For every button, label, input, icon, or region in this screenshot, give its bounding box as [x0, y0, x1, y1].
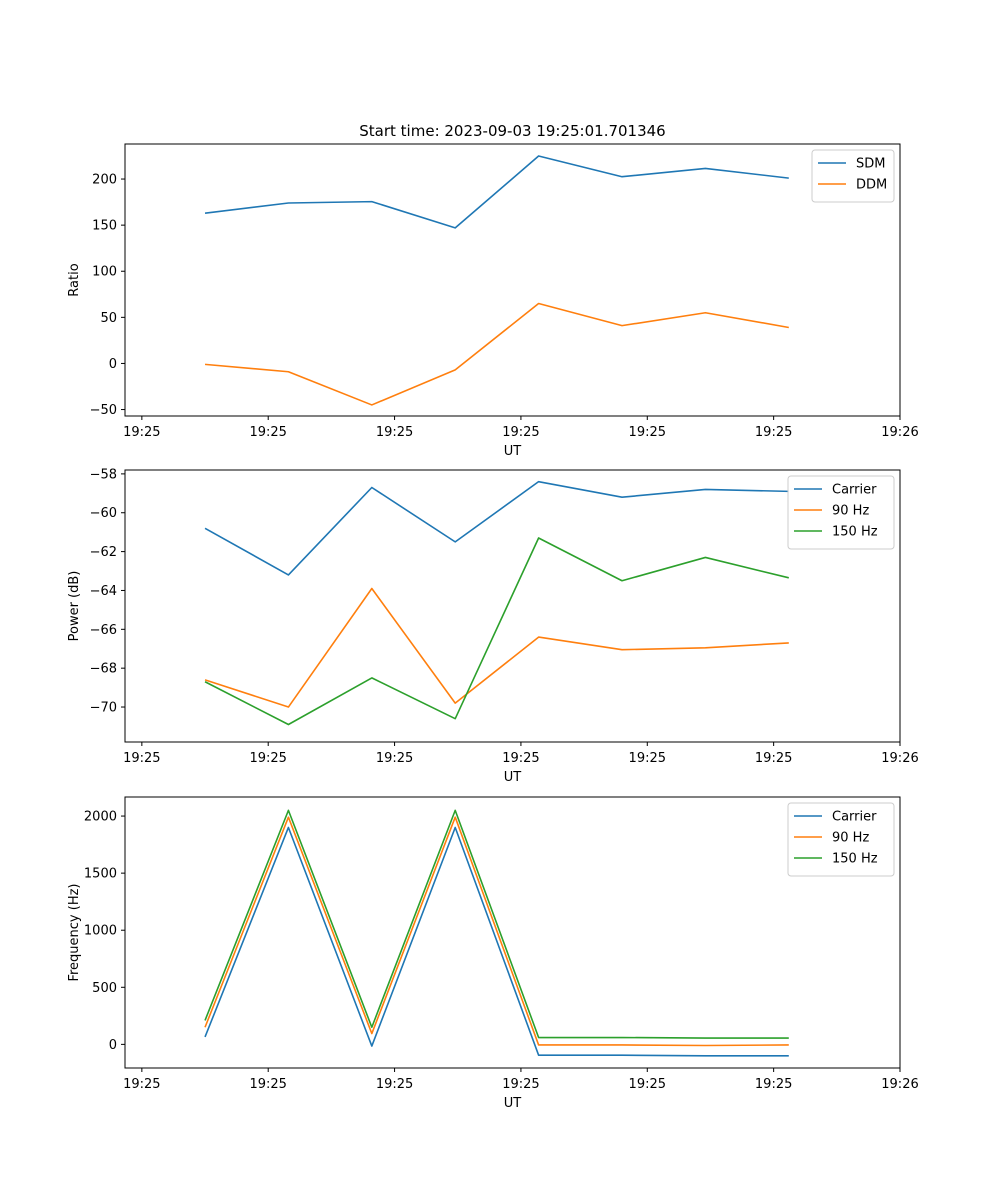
- y-tick-label: −64: [90, 584, 117, 599]
- series-line-90-hz: [204, 816, 789, 1047]
- x-tick-label: 19:25: [755, 425, 792, 440]
- legend-label: 90 Hz: [832, 504, 869, 519]
- x-tick-label: 19:25: [249, 751, 286, 766]
- y-tick-label: −50: [90, 403, 117, 418]
- axes-frame: [124, 796, 901, 1069]
- series-line-150-hz: [204, 809, 789, 1039]
- x-tick-label: 19:25: [249, 1077, 286, 1092]
- legend-label: SDM: [856, 157, 885, 172]
- series-line-ddm: [204, 302, 789, 406]
- legend: Carrier 90 Hz 150 Hz: [787, 475, 895, 550]
- x-tick-label: 19:25: [755, 1077, 792, 1092]
- x-tick-label: 19:26: [881, 751, 918, 766]
- subplots: 19:25 19:25 19:25 19:25 19:25 19:25 19:26 −50 0 5…: [67, 143, 919, 1111]
- y-tick-label: −58: [90, 467, 117, 482]
- axes-frame: [124, 143, 901, 417]
- y-axis-label: Power (dB): [67, 571, 82, 642]
- subplot-1: 19:25 19:25 19:25 19:25 19:25 19:25 19:26 −50 0 5…: [67, 143, 919, 459]
- y-tick-label: 0: [109, 1038, 117, 1053]
- series-line-carrier: [204, 826, 789, 1057]
- y-tick-label: −66: [90, 623, 117, 638]
- x-tick-label: 19:25: [123, 425, 160, 440]
- y-tick-label: 500: [92, 981, 117, 996]
- x-axis-label: UT: [504, 444, 522, 459]
- x-tick-label: 19:25: [629, 751, 666, 766]
- x-tick-label: 19:25: [629, 425, 666, 440]
- x-tick-label: 19:26: [881, 1077, 918, 1092]
- x-tick-label: 19:26: [881, 425, 918, 440]
- y-axis-label: Frequency (Hz): [67, 883, 82, 981]
- legend-label: Carrier: [832, 483, 877, 498]
- y-tick-label: 50: [100, 311, 117, 326]
- y-tick-label: 200: [92, 173, 117, 188]
- x-tick-label: 19:25: [502, 425, 539, 440]
- y-axis-label: Ratio: [67, 263, 82, 296]
- subplot-2: 19:25 19:25 19:25 19:25 19:25 19:25 19:26 −70 −6…: [67, 467, 919, 785]
- series-line-carrier: [204, 480, 789, 576]
- x-tick-label: 19:25: [376, 425, 413, 440]
- y-tick-label: −62: [90, 545, 117, 560]
- legend: Carrier 90 Hz 150 Hz: [787, 802, 895, 877]
- y-tick-label: 1500: [84, 867, 117, 882]
- x-tick-label: 19:25: [502, 1077, 539, 1092]
- y-tick-label: 1000: [84, 924, 117, 939]
- series-line-150-hz: [204, 537, 789, 726]
- legend-label: DDM: [856, 178, 887, 193]
- legend-label: 150 Hz: [832, 852, 878, 867]
- x-tick-label: 19:25: [629, 1077, 666, 1092]
- x-tick-label: 19:25: [123, 1077, 160, 1092]
- legend-label: Carrier: [832, 810, 877, 825]
- x-axis-label: UT: [504, 1096, 522, 1111]
- x-tick-label: 19:25: [249, 425, 286, 440]
- y-tick-label: −60: [90, 506, 117, 521]
- series-line-sdm: [204, 155, 789, 229]
- legend-label: 90 Hz: [832, 831, 869, 846]
- legend: SDM DDM: [811, 149, 895, 203]
- y-tick-label: 2000: [84, 810, 117, 825]
- y-tick-label: −70: [90, 701, 117, 716]
- subplot-3: 19:25 19:25 19:25 19:25 19:25 19:25 19:26 0 500 1…: [67, 796, 919, 1111]
- series-line-90-hz: [204, 587, 789, 708]
- x-tick-label: 19:25: [123, 751, 160, 766]
- legend-label: 150 Hz: [832, 525, 878, 540]
- x-axis-label: UT: [504, 770, 522, 785]
- y-tick-label: 100: [92, 265, 117, 280]
- figure-title: Start time: 2023-09-03 19:25:01.701346: [359, 122, 665, 140]
- x-tick-label: 19:25: [755, 751, 792, 766]
- axes-frame: [124, 469, 901, 743]
- y-tick-label: 150: [92, 219, 117, 234]
- y-tick-label: −68: [90, 662, 117, 677]
- y-tick-label: 0: [109, 357, 117, 372]
- x-tick-label: 19:25: [502, 751, 539, 766]
- x-tick-label: 19:25: [376, 1077, 413, 1092]
- x-tick-label: 19:25: [376, 751, 413, 766]
